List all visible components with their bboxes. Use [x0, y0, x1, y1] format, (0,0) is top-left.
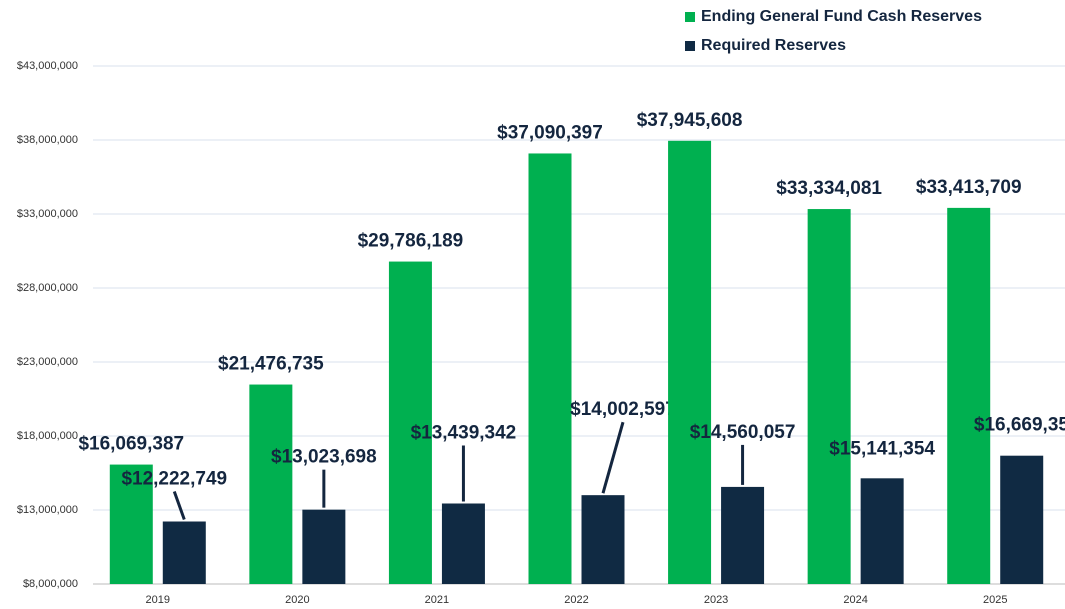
- value-label: $29,786,189: [358, 231, 464, 252]
- bar: [441, 503, 485, 584]
- value-label: $13,023,698: [271, 447, 377, 468]
- x-tick-label: 2021: [425, 594, 449, 606]
- x-tick-label: 2023: [704, 594, 728, 606]
- y-tick-label: $18,000,000: [17, 430, 78, 442]
- value-label: $13,439,342: [411, 423, 517, 444]
- bar: [249, 384, 293, 584]
- x-tick-label: 2024: [843, 594, 867, 606]
- value-label: $33,334,081: [776, 178, 882, 199]
- leader-line: [172, 490, 186, 521]
- y-tick-label: $38,000,000: [17, 134, 78, 146]
- bar: [581, 495, 625, 584]
- value-label: $33,413,709: [916, 177, 1022, 198]
- y-tick-label: $33,000,000: [17, 208, 78, 220]
- leader-line: [601, 421, 625, 494]
- bar: [528, 153, 572, 584]
- bar: [668, 140, 712, 585]
- bar: [947, 207, 991, 584]
- legend-label: Ending General Fund Cash Reserves: [701, 8, 982, 25]
- y-tick-label: $28,000,000: [17, 282, 78, 294]
- value-label: $37,090,397: [497, 122, 603, 143]
- legend-swatch: [685, 12, 695, 22]
- legend-swatch: [685, 41, 695, 51]
- value-label: $14,002,597: [570, 399, 676, 420]
- x-tick-label: 2020: [285, 594, 309, 606]
- bar: [860, 478, 904, 584]
- value-label: $15,141,354: [829, 438, 935, 459]
- legend-label: Required Reserves: [701, 37, 846, 54]
- y-tick-label: $43,000,000: [17, 60, 78, 72]
- bar: [807, 209, 851, 584]
- value-label: $14,560,057: [690, 422, 796, 443]
- bar: [721, 486, 765, 584]
- x-tick-label: 2019: [146, 594, 170, 606]
- bar: [302, 509, 346, 584]
- value-label: $37,945,608: [637, 110, 743, 131]
- bar: [1000, 455, 1044, 584]
- y-tick-label: $13,000,000: [17, 504, 78, 516]
- y-tick-label: $23,000,000: [17, 356, 78, 368]
- x-tick-label: 2022: [564, 594, 588, 606]
- y-tick-label: $8,000,000: [23, 578, 78, 590]
- value-label: $16,069,387: [78, 434, 184, 455]
- bar: [109, 464, 153, 584]
- x-tick-label: 2025: [983, 594, 1007, 606]
- bar: [162, 521, 206, 584]
- value-label: $12,222,749: [121, 469, 227, 490]
- value-label: $16,669,355: [974, 415, 1065, 436]
- bar: [388, 261, 432, 584]
- value-label: $21,476,735: [218, 354, 324, 375]
